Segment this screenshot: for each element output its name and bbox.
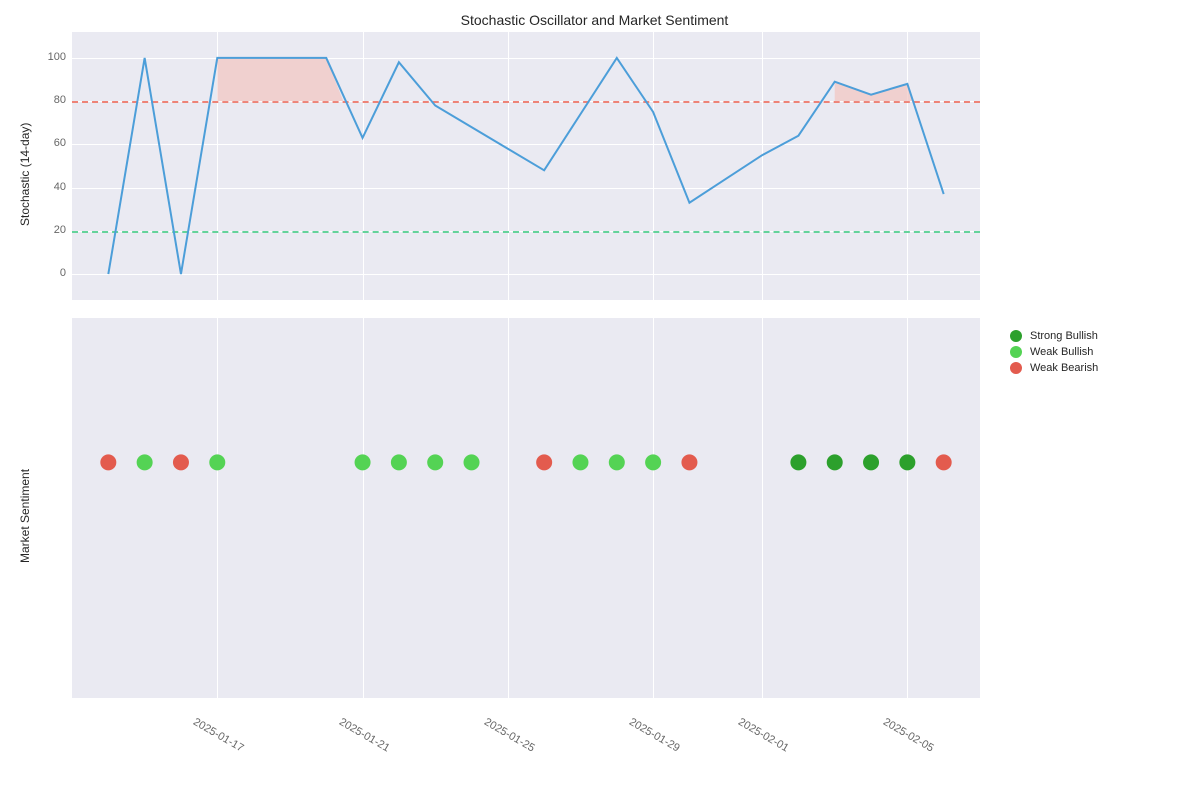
y-tick-label: 60 <box>32 137 66 149</box>
sentiment-marker <box>936 454 952 470</box>
sentiment-marker <box>645 454 661 470</box>
sentiment-marker <box>173 454 189 470</box>
sentiment-marker <box>863 454 879 470</box>
sentiment-marker <box>572 454 588 470</box>
sentiment-marker <box>464 454 480 470</box>
sentiment-marker <box>609 454 625 470</box>
legend-item: Weak Bullish <box>1010 346 1098 358</box>
sentiment-marker <box>427 454 443 470</box>
y-tick-label: 0 <box>32 267 66 279</box>
sentiment-marker <box>536 454 552 470</box>
sentiment-marker <box>355 454 371 470</box>
legend: Strong Bullish Weak Bullish Weak Bearish <box>1010 330 1098 378</box>
sentiment-marker <box>391 454 407 470</box>
y-tick-label: 40 <box>32 181 66 193</box>
legend-marker-icon <box>1010 362 1022 374</box>
overbought-fill <box>835 82 913 101</box>
overbought-fill <box>217 58 343 101</box>
x-tick-label: 2025-01-25 <box>482 716 537 755</box>
legend-label: Weak Bearish <box>1030 362 1098 374</box>
legend-item: Weak Bearish <box>1010 362 1098 374</box>
sentiment-marker <box>899 454 915 470</box>
x-tick-label: 2025-01-21 <box>337 716 392 755</box>
stochastic-y-axis-label: Stochastic (14-day) <box>18 106 32 226</box>
sentiment-svg <box>72 318 980 698</box>
x-tick-label: 2025-02-01 <box>736 716 791 755</box>
legend-item: Strong Bullish <box>1010 330 1098 342</box>
sentiment-marker <box>827 454 843 470</box>
y-tick-label: 20 <box>32 224 66 236</box>
sentiment-marker <box>100 454 116 470</box>
chart-title: Stochastic Oscillator and Market Sentime… <box>0 12 1189 28</box>
sentiment-y-axis-label: Market Sentiment <box>18 453 32 563</box>
y-tick-label: 80 <box>32 94 66 106</box>
sentiment-plot-area <box>72 318 980 698</box>
sentiment-marker <box>681 454 697 470</box>
sentiment-marker <box>790 454 806 470</box>
legend-marker-icon <box>1010 330 1022 342</box>
legend-label: Weak Bullish <box>1030 346 1093 358</box>
x-tick-label: 2025-01-29 <box>627 716 682 755</box>
sentiment-marker <box>137 454 153 470</box>
stochastic-plot-area <box>72 32 980 300</box>
stochastic-svg <box>72 32 980 300</box>
y-tick-label: 100 <box>32 51 66 63</box>
x-tick-label: 2025-02-05 <box>881 716 936 755</box>
legend-label: Strong Bullish <box>1030 330 1098 342</box>
x-tick-label: 2025-01-17 <box>191 716 246 755</box>
sentiment-marker <box>209 454 225 470</box>
legend-marker-icon <box>1010 346 1022 358</box>
